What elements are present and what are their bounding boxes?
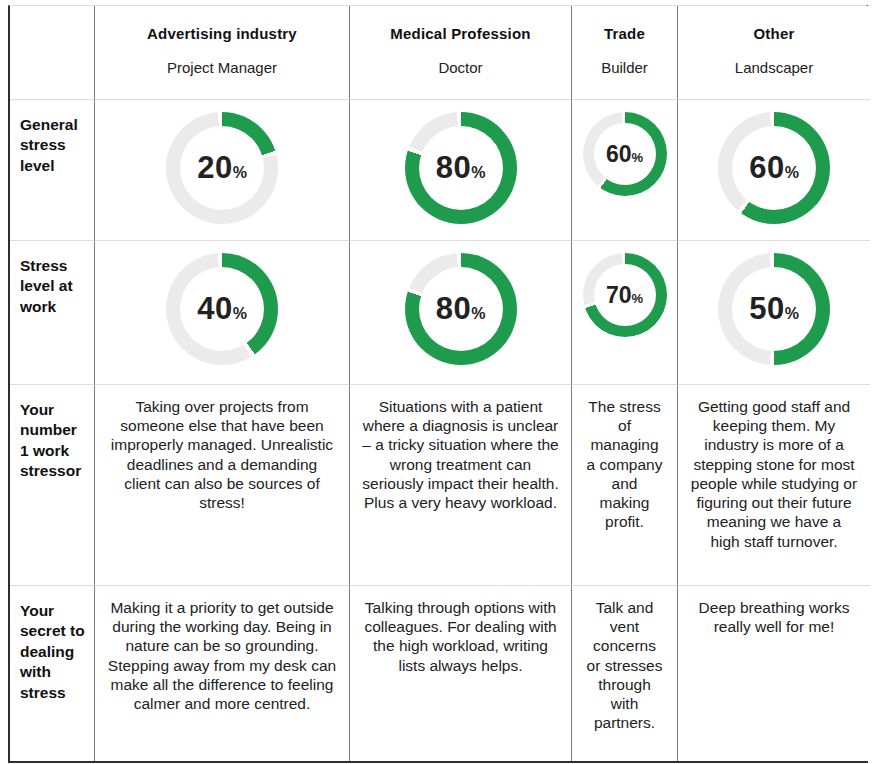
donut-chart-work-other: 50% — [718, 253, 830, 365]
row-label-general-stress: General stress level — [10, 100, 95, 241]
percent-sign: % — [471, 164, 485, 181]
percent-sign: % — [233, 164, 247, 181]
percent-sign: % — [471, 305, 485, 322]
donut-chart-general-trade: 60% — [583, 112, 667, 196]
cell-work-other: 50% — [678, 241, 870, 385]
percent-sign: % — [785, 164, 799, 181]
row-label-secret: Your secret to dealing with stress — [10, 586, 95, 761]
percent-sign: % — [233, 305, 247, 322]
donut-hole: 20% — [180, 126, 264, 210]
donut-hole: 70% — [594, 264, 656, 326]
donut-value-label: 60% — [606, 141, 643, 168]
donut-chart-general-other: 60% — [718, 112, 830, 224]
role-label: Doctor — [350, 59, 571, 76]
donut-value-label: 80% — [436, 291, 486, 327]
donut-value-label: 50% — [749, 291, 799, 327]
donut-hole: 80% — [419, 126, 503, 210]
donut-chart-work-trade: 70% — [583, 253, 667, 337]
donut-hole: 40% — [180, 267, 264, 351]
text-secret-medical: Talking through options with colleagues.… — [350, 586, 572, 761]
cell-work-advertising: 40% — [95, 241, 350, 385]
text-secret-trade: Talk and vent concerns or stresses throu… — [572, 586, 678, 761]
donut-value-label: 70% — [606, 282, 643, 309]
donut-value-label: 80% — [436, 150, 486, 186]
stress-comparison-table: Advertising industry Project Manager Med… — [8, 5, 868, 763]
industry-label: Other — [678, 25, 870, 42]
cell-work-medical: 80% — [350, 241, 572, 385]
industry-label: Trade — [572, 25, 677, 42]
role-label: Builder — [572, 59, 677, 76]
donut-chart-general-medical: 80% — [405, 112, 517, 224]
donut-value-label: 20% — [197, 150, 247, 186]
donut-value-label: 60% — [749, 150, 799, 186]
donut-chart-work-advertising: 40% — [166, 253, 278, 365]
text-stressor-advertising: Taking over projects from someone else t… — [95, 385, 350, 586]
column-header-medical: Medical Profession Doctor — [350, 6, 572, 100]
cell-general-trade: 60% — [572, 100, 678, 241]
column-header-trade: Trade Builder — [572, 6, 678, 100]
role-label: Landscaper — [678, 59, 870, 76]
percent-sign: % — [785, 305, 799, 322]
row-label-work-stress: Stress level at work — [10, 241, 95, 385]
donut-hole: 80% — [419, 267, 503, 351]
cell-work-trade: 70% — [572, 241, 678, 385]
text-stressor-other: Getting good staff and keeping them. My … — [678, 385, 870, 586]
cell-general-medical: 80% — [350, 100, 572, 241]
role-label: Project Manager — [95, 59, 349, 76]
cell-general-other: 60% — [678, 100, 870, 241]
cell-general-advertising: 20% — [95, 100, 350, 241]
percent-sign: % — [632, 150, 644, 165]
industry-label: Advertising industry — [95, 25, 349, 42]
text-secret-other: Deep breathing works really well for me! — [678, 586, 870, 761]
industry-label: Medical Profession — [350, 25, 571, 42]
column-header-advertising: Advertising industry Project Manager — [95, 6, 350, 100]
donut-chart-work-medical: 80% — [405, 253, 517, 365]
donut-value-label: 40% — [197, 291, 247, 327]
text-stressor-trade: The stress of managing a company and mak… — [572, 385, 678, 586]
text-stressor-medical: Situations with a patient where a diagno… — [350, 385, 572, 586]
column-header-other: Other Landscaper — [678, 6, 870, 100]
percent-sign: % — [632, 291, 644, 306]
donut-chart-general-advertising: 20% — [166, 112, 278, 224]
row-label-stressor: Your number 1 work stressor — [10, 385, 95, 586]
corner-cell-empty — [10, 6, 95, 100]
text-secret-advertising: Making it a priority to get outside duri… — [95, 586, 350, 761]
donut-hole: 60% — [594, 123, 656, 185]
donut-hole: 60% — [732, 126, 816, 210]
donut-hole: 50% — [732, 267, 816, 351]
